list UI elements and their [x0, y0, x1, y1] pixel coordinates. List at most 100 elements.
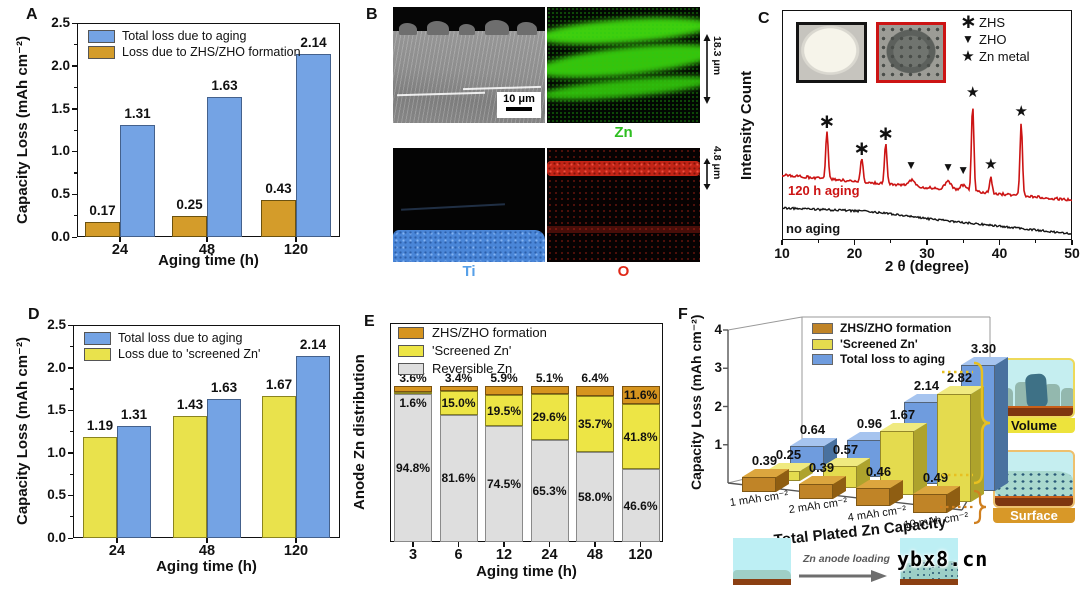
- peak-marker-Zn-metal: ★: [1014, 102, 1028, 120]
- segment-percent-label: 19.5%: [486, 403, 522, 418]
- x-tick: [1071, 240, 1073, 245]
- bar-3d: [937, 386, 985, 502]
- plot-frame: [782, 10, 1072, 240]
- legend-label: ZHS/ZHO formation: [432, 325, 547, 340]
- bar-value-label: 1.19: [86, 417, 114, 433]
- bar-value-label: 1.31: [120, 407, 148, 423]
- legend-symbol-ZHO: ▼: [962, 32, 974, 46]
- bar-value-label: 0.49: [922, 470, 949, 486]
- volume-inset-label: Volume: [993, 418, 1075, 433]
- sem-crack: [462, 85, 542, 91]
- bar-value-label: 0.25: [775, 447, 802, 463]
- y-tick: [72, 108, 77, 110]
- bar-value-label: 0.96: [856, 416, 883, 432]
- legend-swatch: [398, 363, 424, 375]
- peak-marker-ZHS: ∗: [818, 110, 836, 133]
- loading-arrow-caption: Zn anode loading: [803, 553, 890, 565]
- x-tick: [503, 542, 505, 547]
- thickness-arrow-oxide: [703, 158, 711, 190]
- xrd-curve: [782, 108, 1072, 202]
- panel-D-y-axis-title: Capacity Loss (mAh cm⁻²): [14, 337, 31, 526]
- bar-value-label: 1.63: [210, 380, 238, 396]
- legend-label: 'Screened Zn': [432, 343, 512, 358]
- segment-percent-label: 15.0%: [441, 396, 476, 410]
- substrate-layer: [900, 579, 958, 585]
- watermark: ybx8.cn: [897, 547, 989, 571]
- segment-percent-label: 46.6%: [623, 498, 658, 513]
- x-minor-tick: [817, 240, 819, 243]
- panel-E-x-axis-title: Aging time (h): [476, 563, 577, 580]
- loading-arrow: [799, 570, 887, 582]
- stacked-bar-segment: [621, 469, 660, 542]
- legend-symbol-ZHS: ∗: [960, 11, 977, 33]
- y-tick: [68, 367, 73, 369]
- legend-swatch: [88, 30, 115, 43]
- y-tick: [68, 324, 73, 327]
- thickness-zn-label: 18.3 μm: [711, 36, 723, 76]
- segment-percent-label: 29.6%: [532, 410, 567, 425]
- y-tick: [72, 236, 77, 239]
- y-tick: [68, 409, 73, 412]
- y-tick-label: 0.0: [47, 530, 66, 545]
- legend-label: Total loss to aging: [840, 352, 946, 366]
- bar: [83, 436, 117, 538]
- x-tick-label: 120: [628, 547, 653, 563]
- segment-percent-label: 41.8%: [623, 429, 658, 444]
- bar-value-label: 1.63: [211, 78, 238, 94]
- substrate-layer: [995, 496, 1073, 506]
- x-tick-label: 50: [1064, 245, 1080, 261]
- sem-image: 10 μm: [393, 7, 545, 123]
- bar: [296, 53, 331, 237]
- x-tick-label: 48: [586, 547, 604, 563]
- x-tick-label: 24: [108, 543, 126, 559]
- segment-percent-label: 81.6%: [441, 471, 476, 486]
- stacked-bar-segment: [530, 440, 569, 542]
- stacked-bar-segment: [394, 386, 432, 392]
- sem-bump: [517, 22, 537, 35]
- legend-swatch: [812, 354, 833, 365]
- o-band-faint: [547, 226, 700, 233]
- panel-label-B: B: [366, 6, 378, 23]
- y-tick: [68, 494, 73, 497]
- x-tick: [853, 240, 856, 245]
- stacked-bar-segment: [394, 391, 432, 395]
- bar: [262, 395, 296, 538]
- bar-value-label: 1.67: [889, 407, 916, 423]
- surface-inset-label: Surface: [993, 508, 1075, 523]
- bar-value-label: 2.14: [913, 378, 940, 394]
- sem-bump: [459, 24, 475, 35]
- x-tick-label: 20: [846, 245, 863, 261]
- x-tick-label: 3: [408, 547, 418, 563]
- bar: [207, 399, 241, 538]
- x-tick: [548, 542, 551, 547]
- x-tick-label: 24: [111, 242, 129, 258]
- stacked-bar-segment: [439, 391, 478, 415]
- panel-label-D: D: [28, 306, 40, 323]
- bar-value-label: 0.43: [265, 181, 292, 197]
- y-tick-label: 2.5: [51, 15, 70, 30]
- y-tick-label: 2.5: [47, 317, 66, 332]
- o-map-label: O: [617, 263, 630, 280]
- sem-bump: [485, 20, 509, 35]
- zn-grain: [547, 7, 700, 123]
- legend-label: Loss due to 'screened Zn': [118, 346, 261, 361]
- bar-face-front: [937, 394, 971, 502]
- zn-eds-map: [547, 7, 700, 123]
- x-tick: [639, 542, 642, 547]
- sem-bump: [399, 23, 417, 35]
- xrd-curve: [782, 206, 1072, 235]
- segment-percent-label: 35.7%: [577, 416, 613, 431]
- ti-wisp: [401, 203, 505, 211]
- thickness-oxide-label: 4.8 μm: [711, 146, 723, 180]
- panel-label-E: E: [364, 313, 375, 330]
- ti-band: [393, 230, 545, 262]
- y-minor-tick: [70, 431, 73, 433]
- legend-swatch: [84, 332, 111, 345]
- panel-label-C: C: [758, 10, 770, 27]
- bar-face-front: [742, 477, 776, 492]
- thickness-arrow-zn: [703, 34, 711, 104]
- y-tick-label: 1.0: [51, 143, 70, 159]
- y-minor-tick: [74, 43, 77, 46]
- surface-zn-layer: [995, 471, 1073, 498]
- bar-face-front: [856, 488, 890, 506]
